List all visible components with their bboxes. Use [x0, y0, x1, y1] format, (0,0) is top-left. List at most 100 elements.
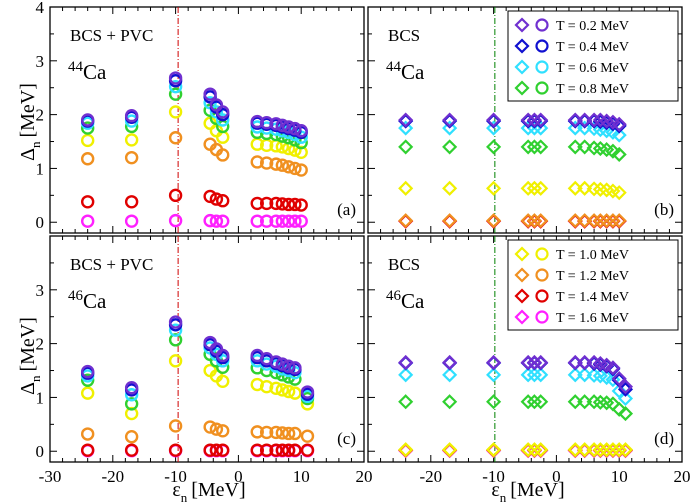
data-point-T_1_0 [124, 406, 139, 421]
legend-circle-marker [535, 268, 549, 282]
data-point-T_1_0 [288, 386, 302, 400]
data-point-T_1_2 [605, 213, 621, 229]
x-tick-label: 0 [234, 467, 243, 486]
mass-number: 44 [68, 59, 84, 75]
data-point-T_1_2 [250, 425, 264, 439]
nucleus-label: 44Ca [68, 59, 107, 84]
data-point-T_0_8 [526, 394, 542, 410]
legend-diamond-marker [514, 80, 530, 96]
data-point-T_1_4 [259, 196, 274, 211]
data-point-T_0_2 [269, 355, 283, 369]
data-point-T_1_0 [486, 442, 502, 458]
data-point-T_1_4 [215, 194, 230, 208]
data-point-T_1_2 [288, 426, 302, 441]
legend-circle-marker [535, 60, 549, 74]
data-point-T_1_4 [288, 197, 302, 212]
data-point-T_1_0 [486, 180, 502, 196]
data-point-T_1_2 [209, 422, 224, 436]
data-point-T_1_0 [520, 442, 536, 458]
legend-circle-marker [535, 39, 549, 53]
data-point-T_1_2 [269, 425, 283, 440]
plot-frame [49, 235, 365, 463]
data-point-T_0_2 [124, 108, 139, 123]
legend-entry-label: T = 0.4 MeV [556, 40, 629, 55]
y-axis-unit: [MeV] [17, 317, 39, 371]
y-axis-symbol: Δ [17, 148, 39, 161]
data-point-T_0_6 [124, 388, 139, 402]
data-point-T_0_8 [611, 146, 627, 162]
data-point-T_1_2 [486, 213, 502, 229]
data-point-T_1_0 [611, 442, 627, 458]
data-point-T_0_2 [80, 113, 95, 127]
data-point-T_0_2 [168, 71, 183, 85]
y-tick-label: 1 [36, 159, 45, 178]
data-point-T_1_0 [398, 180, 414, 196]
data-point-T_0_2 [398, 354, 414, 371]
data-point-T_0_2 [294, 124, 308, 138]
data-point-T_0_8 [80, 121, 95, 135]
data-point-T_0_6 [486, 120, 502, 136]
data-point-T_1_4 [168, 188, 183, 203]
plot-frame [49, 6, 365, 234]
nucleus-label: 44Ca [386, 59, 425, 84]
data-point-T_0_8 [577, 139, 593, 155]
y-tick-label: 2 [36, 335, 45, 354]
data-point-T_0_2 [168, 315, 183, 329]
y-axis-label-top: Δn [MeV] [17, 83, 43, 161]
data-point-T_0_2 [80, 364, 95, 379]
data-point-T_0_2 [275, 357, 290, 371]
data-point-T_1_2 [586, 213, 602, 229]
element-symbol: Ca [83, 60, 107, 84]
legend-diamond-marker [514, 59, 530, 75]
data-point-T_1_2 [203, 420, 217, 434]
panel-d: -20 -10 0 10 20 BCS 46Ca (d) [367, 235, 690, 486]
data-point-T_1_2 [80, 152, 95, 166]
data-point-T_0_6 [577, 367, 593, 383]
data-point-T_1_2 [281, 160, 296, 174]
x-axis-unit: [MeV] [191, 479, 245, 501]
data-point-T_0_2 [533, 354, 549, 371]
legend-entry-label: T = 0.2 MeV [556, 19, 629, 34]
data-point-T_1_4 [281, 443, 296, 457]
method-label: BCS + PVC [70, 26, 153, 45]
data-point-T_1_0 [586, 442, 602, 458]
x-tick-label: 20 [356, 467, 373, 486]
data-point-T_1_2 [259, 425, 274, 440]
data-point-T_0_6 [486, 367, 502, 383]
data-point-T_0_6 [533, 367, 549, 383]
mass-number: 46 [386, 288, 402, 304]
data-point-T_0_2 [605, 360, 621, 376]
data-point-T_1_6 [288, 214, 302, 228]
x-axis-symbol: ε [491, 479, 499, 501]
data-point-T_1_4 [300, 443, 315, 457]
data-point-T_1_4 [80, 195, 95, 209]
data-point-T_0_2 [611, 116, 627, 132]
data-point-T_1_0 [442, 180, 458, 196]
data-point-T_0_4 [611, 118, 627, 134]
data-point-T_1_0 [80, 386, 95, 400]
data-point-T_1_0 [520, 180, 536, 196]
data-point-T_1_0 [124, 133, 139, 147]
data-point-T_1_4 [203, 443, 217, 457]
data-point-T_1_0 [577, 180, 593, 196]
data-point-T_0_8 [168, 333, 183, 347]
data-point-T_1_6 [203, 213, 217, 228]
data-point-T_1_0 [275, 383, 290, 397]
data-point-T_1_2 [168, 131, 183, 145]
y-axis-subscript: n [28, 375, 43, 382]
legend-circle-marker [535, 289, 549, 303]
data-point-T_1_2 [259, 156, 274, 170]
data-point-T_0_6 [577, 120, 593, 136]
data-point-T_0_2 [533, 112, 549, 128]
data-point-T_1_6 [281, 214, 296, 228]
data-point-T_0_2 [281, 120, 296, 134]
data-point-T_0_6 [442, 367, 458, 383]
legend-entry-label: T = 1.6 MeV [556, 311, 629, 326]
data-point-T_0_8 [80, 373, 95, 387]
x-tick-label: 0 [552, 467, 561, 486]
data-point-T_0_2 [203, 87, 217, 101]
y-tick-label: 0 [36, 213, 45, 232]
legend: T = 1.0 MeV T = 1.2 MeV T = 1.4 MeV T = 1.6… [507, 239, 679, 331]
data-point-T_0_6 [215, 113, 230, 127]
data-point-T_0_2 [526, 354, 542, 371]
